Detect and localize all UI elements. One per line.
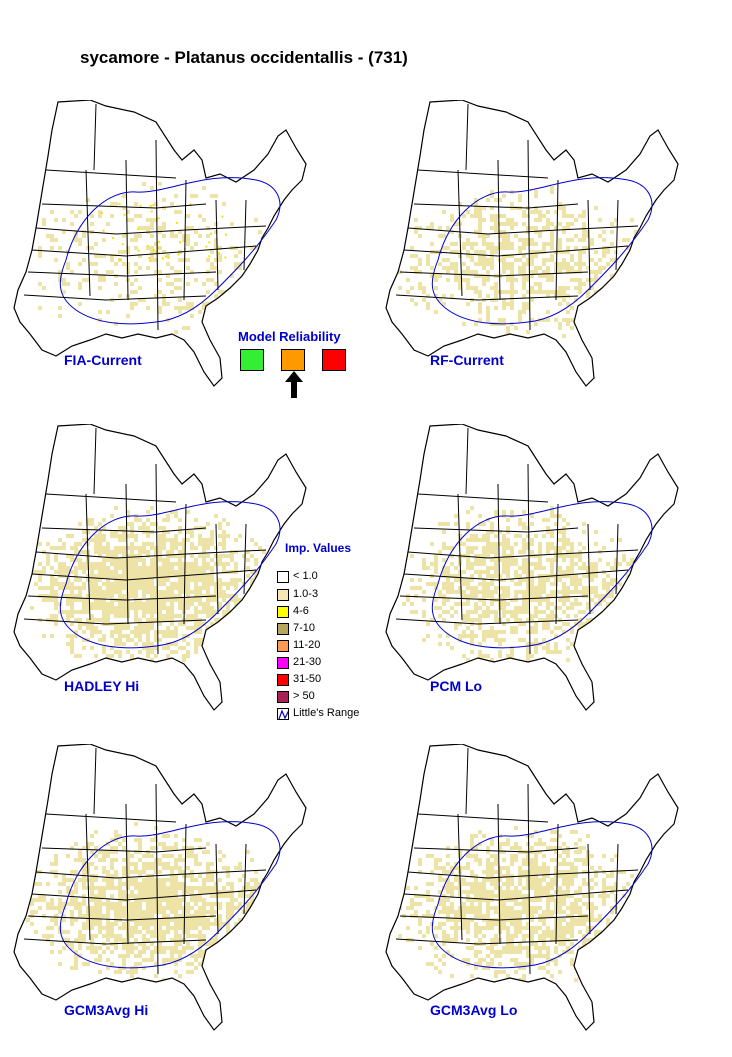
- legend-swatch: [277, 571, 289, 583]
- legend-label: 7-10: [293, 622, 316, 634]
- map-label-rf-current: RF-Current: [430, 352, 504, 368]
- map-panel-pcm-lo: PCM Lo: [378, 424, 708, 714]
- page-title: sycamore - Platanus occidentallis - (731…: [80, 48, 408, 67]
- legend-swatch: [277, 691, 289, 703]
- legend-label: 21-30: [293, 656, 322, 668]
- legend-swatch: [277, 674, 289, 686]
- us-map-gcm3avg-hi: [13, 744, 307, 1031]
- map-panel-fia-current: FIA-Current: [6, 100, 336, 390]
- legend-swatch: [277, 589, 289, 601]
- legend-swatch: [277, 640, 289, 652]
- reliability-orange-box: [281, 349, 305, 371]
- legend-swatch: [277, 606, 289, 618]
- map-label-hadley-hi: HADLEY Hi: [64, 678, 140, 694]
- reliability-red-box: [322, 349, 346, 371]
- map-label-pcm-lo: PCM Lo: [430, 678, 483, 694]
- reliability-green-box: [240, 349, 264, 371]
- legend-swatch: [277, 623, 289, 635]
- legend-label: 1.0-3: [293, 588, 319, 600]
- us-map-rf-current: [385, 100, 679, 387]
- legend-label: < 1.0: [293, 570, 318, 582]
- legend-label: 31-50: [293, 673, 322, 685]
- legend-label: 11-20: [293, 639, 321, 651]
- map-label-gcm3avg-hi: GCM3Avg Hi: [64, 1002, 149, 1018]
- legend-swatch: [277, 657, 289, 669]
- imp-values-title: Imp. Values: [285, 541, 352, 555]
- us-map-fia-current: [13, 100, 307, 387]
- map-panel-gcm3avg-hi: GCM3Avg Hi: [6, 744, 336, 1034]
- map-panel-rf-current: RF-Current: [378, 100, 708, 390]
- us-map-gcm3avg-lo: [385, 744, 679, 1031]
- model-reliability-title: Model Reliability: [238, 329, 341, 344]
- map-label-fia-current: FIA-Current: [64, 352, 142, 368]
- map-panel-gcm3avg-lo: GCM3Avg Lo: [378, 744, 708, 1034]
- arrow-up-icon: [285, 371, 303, 398]
- map-panel-hadley-hi: HADLEY Hi: [6, 424, 336, 714]
- legend-label: > 50: [293, 690, 315, 702]
- range-line-icon: [277, 708, 289, 720]
- us-map-hadley-hi: [13, 424, 307, 711]
- legend-label: 4-6: [293, 605, 309, 617]
- legend-label: Little's Range: [293, 707, 360, 719]
- map-label-gcm3avg-lo: GCM3Avg Lo: [430, 1002, 518, 1018]
- us-map-pcm-lo: [385, 424, 679, 711]
